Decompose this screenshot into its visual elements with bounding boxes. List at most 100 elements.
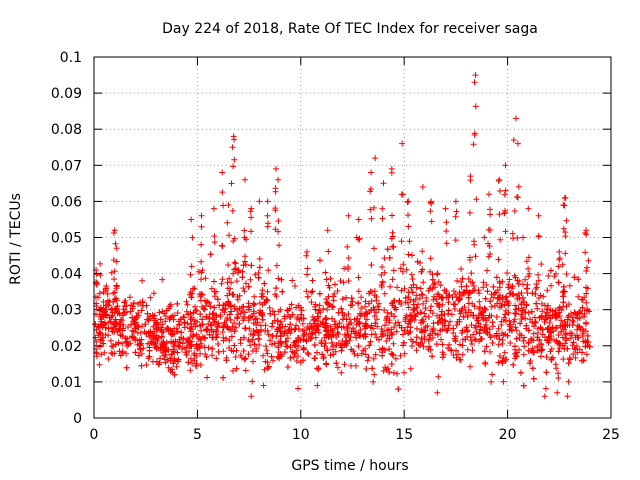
data-point-marker [397, 352, 404, 359]
data-point-marker [452, 213, 459, 220]
data-point-marker [243, 280, 249, 287]
data-point-marker [483, 343, 490, 350]
data-point-marker [197, 362, 204, 368]
data-point-marker [405, 330, 412, 337]
data-point-marker [159, 321, 166, 328]
data-point-marker [168, 351, 175, 357]
data-point-marker [229, 323, 236, 330]
data-point-marker [361, 323, 368, 330]
data-point-marker [486, 191, 492, 198]
data-point-marker [488, 303, 495, 310]
data-point-marker [534, 343, 541, 350]
data-point-marker [583, 268, 590, 274]
data-point-marker [239, 268, 246, 275]
data-point-marker [538, 261, 545, 268]
data-point-marker [379, 264, 386, 270]
data-point-marker [394, 284, 401, 291]
data-point-marker [507, 340, 514, 346]
data-point-marker [219, 189, 226, 196]
data-point-marker [110, 343, 117, 350]
data-point-marker [481, 327, 487, 334]
data-point-marker [400, 261, 407, 268]
data-point-marker [112, 306, 119, 312]
data-point-marker [463, 324, 470, 331]
data-point-marker [582, 249, 589, 256]
data-point-marker [176, 321, 183, 328]
data-point-marker [413, 304, 420, 311]
data-point-marker [525, 254, 532, 261]
data-point-marker [260, 382, 267, 389]
data-point-marker [398, 324, 405, 331]
data-point-marker [386, 319, 393, 326]
data-point-marker [452, 237, 459, 244]
data-point-marker [502, 294, 509, 301]
data-point-marker [482, 359, 489, 366]
data-point-marker [492, 289, 499, 296]
data-point-marker [132, 337, 139, 344]
data-point-marker [583, 351, 590, 358]
data-point-marker [255, 274, 262, 281]
data-point-marker [314, 313, 321, 320]
data-point-marker [241, 227, 248, 234]
data-point-marker [413, 325, 420, 332]
y-tick-label: 0.07 [51, 158, 82, 174]
data-point-marker [181, 314, 188, 321]
data-point-marker [371, 204, 377, 211]
data-point-marker [419, 184, 426, 190]
data-point-marker [230, 348, 237, 355]
data-point-marker [555, 375, 562, 381]
data-point-marker [245, 283, 252, 290]
data-point-marker [445, 307, 452, 314]
data-point-marker [314, 326, 321, 333]
data-point-marker [462, 309, 469, 316]
data-point-marker [221, 319, 228, 326]
data-point-marker [506, 276, 513, 283]
data-point-marker [442, 205, 449, 212]
data-point-marker [469, 279, 476, 286]
data-point-marker [502, 207, 509, 214]
data-point-marker [240, 285, 247, 292]
data-point-marker [142, 321, 149, 328]
data-point-marker [213, 319, 219, 326]
data-point-marker [207, 251, 214, 258]
data-point-marker [275, 344, 282, 351]
data-point-marker [231, 259, 238, 266]
data-point-marker [548, 346, 555, 352]
data-point-marker [131, 320, 138, 327]
data-point-marker [324, 227, 331, 234]
data-point-marker [408, 284, 415, 291]
data-point-marker [423, 294, 430, 301]
data-point-marker [319, 320, 326, 327]
data-point-marker [448, 311, 455, 318]
data-point-marker [259, 316, 266, 323]
data-point-marker [150, 290, 157, 297]
data-point-marker [514, 140, 521, 147]
data-point-marker [345, 212, 352, 219]
data-point-marker [246, 325, 253, 332]
data-point-marker [137, 330, 144, 336]
x-tick-label: 20 [499, 427, 517, 443]
data-point-marker [465, 290, 472, 296]
data-point-marker [371, 371, 378, 378]
data-point-marker [398, 301, 405, 307]
data-point-marker [309, 277, 316, 284]
data-point-marker [122, 335, 129, 341]
data-point-marker [213, 312, 220, 319]
data-point-marker [170, 360, 177, 367]
data-point-marker [203, 313, 210, 320]
data-point-marker [109, 309, 116, 316]
data-point-marker [207, 321, 214, 328]
data-point-marker [495, 256, 502, 263]
data-point-marker [548, 333, 555, 339]
data-point-marker [265, 331, 272, 338]
data-point-marker [443, 240, 450, 247]
data-point-marker [555, 263, 562, 270]
data-point-marker [557, 322, 564, 329]
data-point-marker [502, 162, 509, 169]
data-point-marker [304, 349, 311, 356]
data-point-marker [218, 280, 225, 287]
data-point-marker [108, 314, 115, 321]
data-point-marker [113, 245, 120, 252]
data-point-marker [532, 319, 539, 326]
data-point-marker [440, 351, 447, 358]
